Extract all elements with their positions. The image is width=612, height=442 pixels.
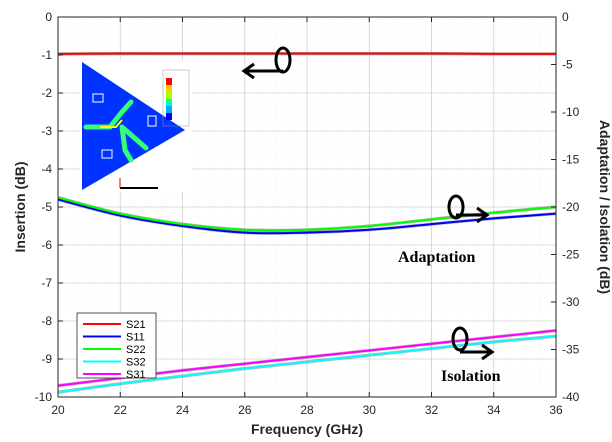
- inset-field-image: [80, 60, 192, 192]
- inset-colorbar: [162, 69, 190, 127]
- y-left-tick-label: 0: [45, 10, 52, 24]
- y-right-axis-title: Adaptation / Isolation (dB): [597, 120, 612, 294]
- y-left-tick-label: -6: [41, 238, 52, 252]
- y-right-tick-label: -40: [562, 390, 580, 404]
- inset-colorbar-segment: [166, 78, 172, 85]
- isolation-ellipse: [451, 326, 469, 352]
- legend-label-s32: S32: [126, 357, 146, 369]
- inset-colorbar-segment: [166, 85, 172, 92]
- y-left-tick-label: -5: [41, 200, 52, 214]
- y-left-tick-label: -2: [41, 86, 52, 100]
- isolation-label: Isolation: [441, 368, 501, 385]
- x-tick-label: 32: [425, 403, 439, 417]
- y-left-tick-label: -9: [41, 352, 52, 366]
- inset-colorbar-frame: [162, 69, 190, 127]
- legend-label-s11: S11: [126, 332, 145, 344]
- y-right-tick-label: -15: [562, 153, 580, 167]
- y-left-tick-label: -1: [41, 48, 52, 62]
- legend-label-s21: S21: [126, 319, 146, 331]
- inset-colorbar-segment: [166, 113, 172, 120]
- x-tick-label: 26: [238, 403, 252, 417]
- inset-colorbar-segment: [166, 106, 172, 113]
- y-right-tick-label: -25: [562, 248, 580, 262]
- inset-port-2: [147, 115, 157, 127]
- y-left-tick-label: -4: [41, 162, 52, 176]
- s21-arrow-head: [241, 62, 255, 80]
- x-tick-label: 34: [487, 403, 501, 417]
- x-tick-label: 20: [51, 403, 65, 417]
- inset-port-1: [92, 93, 104, 103]
- x-tick-label: 28: [300, 403, 314, 417]
- isolation-annotation: Isolation: [441, 326, 501, 385]
- adaptation-annotation: Adaptation: [398, 194, 490, 266]
- y-right-tick-label: -5: [562, 58, 573, 72]
- y-right-tick-label: -10: [562, 105, 580, 119]
- inset-colorbar-segment: [166, 99, 172, 106]
- x-tick-label: 36: [549, 403, 563, 417]
- adaptation-ellipse: [447, 194, 465, 220]
- y-left-axis-title: Insertion (dB): [12, 162, 28, 253]
- series-s32-line: [57, 335, 557, 394]
- x-tick-label: 22: [114, 403, 128, 417]
- y-right-tick-label: -35: [562, 343, 580, 357]
- ticks: 20 22 24 26 28 30 32 34 36 0 -1 -2 -3 -4 -5 -6 -7 -8 -9 -10…: [35, 10, 580, 417]
- y-left-tick-label: -7: [41, 276, 52, 290]
- adaptation-arrow-head: [476, 206, 490, 224]
- y-left-tick-label: -8: [41, 314, 52, 328]
- adaptation-label: Adaptation: [398, 249, 475, 266]
- x-axis-title: Frequency (GHz): [251, 421, 363, 437]
- inset-colorbar-segment: [166, 92, 172, 99]
- x-tick-label: 30: [363, 403, 377, 417]
- inset-port-3: [101, 149, 113, 159]
- y-right-tick-label: -30: [562, 295, 580, 309]
- y-left-tick-label: -10: [35, 390, 53, 404]
- inset-field-core: [100, 119, 123, 128]
- y-left-tick-label: -3: [41, 124, 52, 138]
- legend-label-s22: S22: [126, 344, 146, 356]
- y-right-tick-label: -20: [562, 200, 580, 214]
- inset-field-lines: [83, 99, 149, 163]
- x-tick-label: 24: [176, 403, 190, 417]
- s21-annotation: [241, 46, 292, 80]
- y-right-tick-label: 0: [562, 10, 569, 24]
- series-s11-line: [57, 198, 557, 235]
- isolation-arrow-head: [481, 343, 495, 361]
- legend-label-s31: S31: [126, 369, 146, 381]
